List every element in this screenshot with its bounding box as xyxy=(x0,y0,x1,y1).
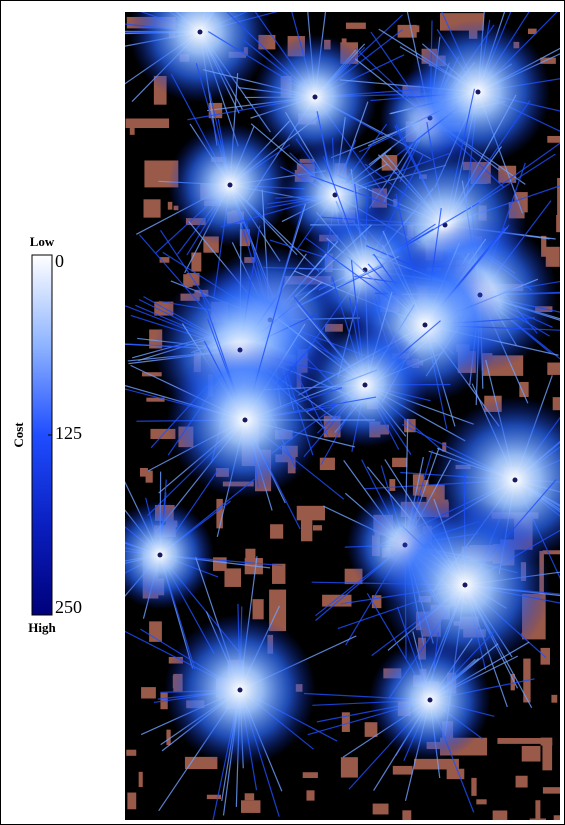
node xyxy=(243,418,248,423)
building xyxy=(141,687,156,698)
building xyxy=(541,738,553,746)
building xyxy=(270,524,283,538)
building xyxy=(241,800,260,813)
building xyxy=(139,772,143,787)
node xyxy=(228,183,233,188)
building xyxy=(497,738,546,744)
building xyxy=(126,750,136,756)
tick-label: 250 xyxy=(55,597,82,617)
node xyxy=(313,95,318,100)
building xyxy=(297,506,325,520)
building xyxy=(447,769,465,779)
building xyxy=(313,525,322,530)
building xyxy=(224,568,241,587)
building xyxy=(140,468,148,477)
building xyxy=(551,695,557,703)
building xyxy=(393,766,413,775)
building xyxy=(301,520,312,542)
building xyxy=(542,742,552,770)
building xyxy=(144,199,161,217)
node xyxy=(198,30,203,35)
colorbar-title: Cost xyxy=(11,422,26,448)
building xyxy=(392,458,407,467)
building xyxy=(306,790,314,800)
building xyxy=(322,595,351,607)
building xyxy=(535,800,540,819)
building xyxy=(522,746,541,762)
screenshot: Low High Cost 0 125 250 xyxy=(0,0,565,825)
building xyxy=(303,772,318,778)
tick-label: 0 xyxy=(55,251,64,271)
node xyxy=(428,698,433,703)
node xyxy=(158,553,163,558)
building xyxy=(543,787,561,793)
node xyxy=(238,688,243,693)
node xyxy=(423,323,428,328)
building xyxy=(346,23,366,29)
low-label: Low xyxy=(30,234,55,249)
node xyxy=(476,90,481,95)
building xyxy=(373,804,389,815)
building xyxy=(471,778,476,796)
building xyxy=(272,564,285,584)
building xyxy=(516,776,528,788)
building xyxy=(547,136,560,143)
map xyxy=(58,0,565,825)
building xyxy=(245,549,255,573)
building xyxy=(216,499,222,528)
building xyxy=(207,795,221,799)
building xyxy=(130,121,135,135)
building xyxy=(127,793,136,810)
high-label: High xyxy=(28,620,56,635)
node xyxy=(513,478,518,483)
building xyxy=(476,799,486,804)
building xyxy=(191,252,201,271)
building xyxy=(245,793,255,800)
node xyxy=(463,583,468,588)
building xyxy=(341,757,358,777)
tick-label: 125 xyxy=(55,423,82,443)
building xyxy=(166,730,170,745)
node xyxy=(363,383,368,388)
